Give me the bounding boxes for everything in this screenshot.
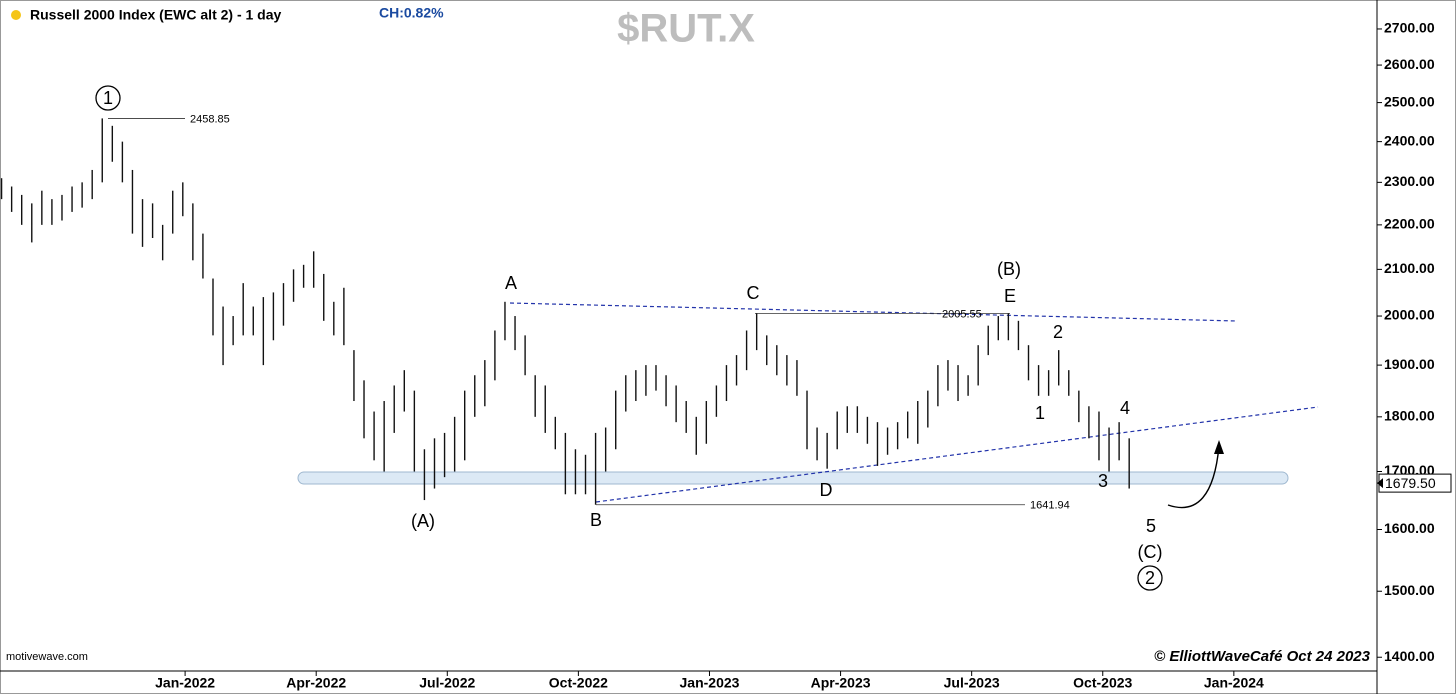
y-tick-label: 2300.00 [1384,173,1435,189]
trendline-lower [595,406,1319,503]
x-tick-label: Apr-2022 [286,675,346,691]
wave-label: 3 [1098,471,1108,491]
x-tick-label: Oct-2022 [549,675,608,691]
y-tick-label: 1500.00 [1384,582,1435,598]
y-tick-label: 2400.00 [1384,132,1435,148]
wave-label: 1 [103,88,113,108]
last-price-label: 1679.50 [1385,475,1436,491]
y-tick-label: 1800.00 [1384,408,1435,424]
x-tick-label: Apr-2023 [811,675,871,691]
wave-label: A [505,273,517,293]
x-tick-label: Jan-2023 [680,675,740,691]
price-level-label: 2458.85 [190,113,230,125]
price-level-label: 2005.55 [942,308,982,320]
wave-circle [95,85,121,111]
last-price-pointer [1377,478,1383,489]
wave-label: 1 [1035,403,1045,423]
wave-label: D [820,480,833,500]
y-tick-label: 2200.00 [1384,216,1435,232]
y-tick-label: 1400.00 [1384,648,1435,664]
projection-arrow [1167,445,1220,509]
trendline-upper [509,302,1238,322]
x-tick-label: Jan-2022 [155,675,215,691]
status-dot [11,10,21,20]
wave-label: 4 [1120,398,1130,418]
x-tick-label: Jul-2023 [944,675,1000,691]
y-tick-label: 1600.00 [1384,520,1435,536]
y-tick-label: 2000.00 [1384,307,1435,323]
x-tick-label: Oct-2023 [1073,675,1132,691]
change: CH:0.82% [379,5,444,21]
arrow-head [1214,440,1224,454]
support-band [297,471,1289,485]
source: motivewave.com [6,651,88,663]
x-tick-label: Jan-2024 [1204,675,1264,691]
wave-label: E [1004,286,1016,306]
wave-label: (A) [411,511,435,531]
symbol: $RUT.X [617,7,755,51]
wave-label: (B) [997,259,1021,279]
wave-label: (C) [1138,542,1163,562]
wave-label: B [590,510,602,530]
x-tick-label: Jul-2022 [419,675,475,691]
y-tick-label: 2100.00 [1384,260,1435,276]
wave-label: 5 [1146,516,1156,536]
y-tick-label: 2500.00 [1384,93,1435,109]
credit: © ElliottWaveCafé Oct 24 2023 [1154,648,1371,665]
y-tick-label: 2700.00 [1384,20,1435,36]
wave-label: C [747,283,760,303]
wave-label: 2 [1053,322,1063,342]
chart-title: Russell 2000 Index (EWC alt 2) - 1 day [30,7,282,23]
price-level-label: 1641.94 [1030,500,1070,512]
wave-label: 2 [1145,568,1155,588]
y-tick-label: 1900.00 [1384,356,1435,372]
y-tick-label: 2600.00 [1384,56,1435,72]
wave-circle [1137,565,1163,591]
